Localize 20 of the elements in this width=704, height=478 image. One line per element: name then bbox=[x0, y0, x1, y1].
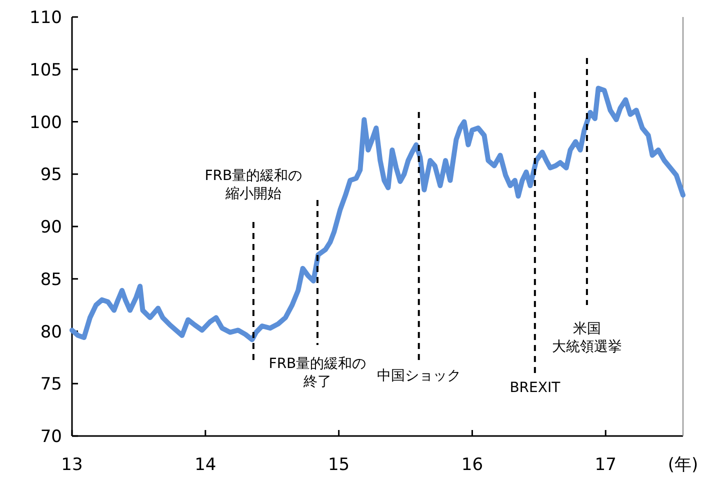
ref-line-label: 中国ショック bbox=[376, 368, 461, 384]
y-tick-label: 75 bbox=[40, 374, 62, 395]
x-tick-label: 13 bbox=[61, 455, 83, 475]
x-tick-label: 14 bbox=[194, 455, 216, 475]
y-tick-label: 105 bbox=[30, 60, 62, 80]
y-tick-label: 90 bbox=[40, 218, 62, 238]
ref-line-label: FRB量的緩和の終了 bbox=[268, 356, 366, 390]
x-tick-label: 16 bbox=[461, 455, 484, 475]
y-tick-label: 110 bbox=[30, 8, 62, 28]
y-tick-label: 100 bbox=[30, 112, 62, 133]
x-tick-label: 15 bbox=[328, 455, 350, 475]
x-axis-title: (年) bbox=[668, 455, 698, 475]
y-tick-label: 95 bbox=[40, 165, 62, 186]
y-tick-label: 85 bbox=[40, 270, 62, 290]
ref-line-label: 米国大統領選挙 bbox=[552, 321, 622, 356]
ref-line-label: BREXIT bbox=[510, 380, 561, 396]
y-tick-label: 80 bbox=[40, 322, 62, 342]
ref-line-label: FRB量的緩和の縮小開始 bbox=[204, 168, 302, 202]
y-tick-label: 70 bbox=[40, 427, 62, 447]
x-tick-label: 17 bbox=[594, 455, 616, 475]
